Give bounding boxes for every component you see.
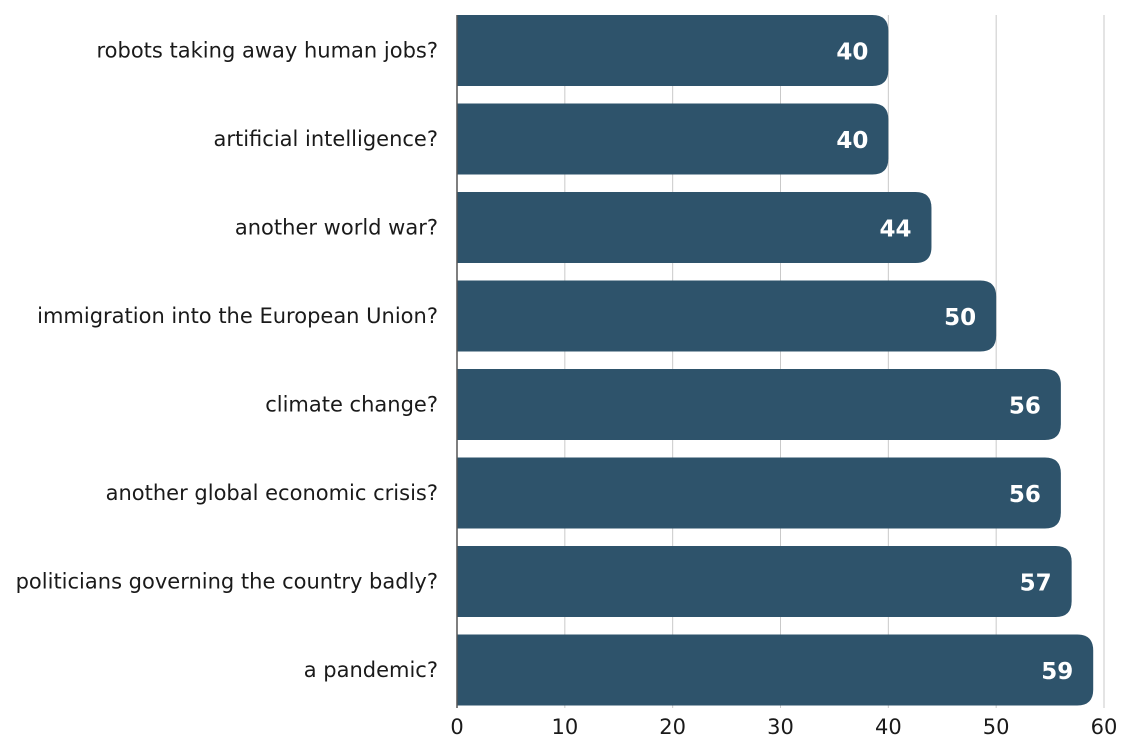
value-label: 59 bbox=[1041, 659, 1073, 685]
x-tick-label: 10 bbox=[551, 715, 578, 736]
x-tick-label: 20 bbox=[659, 715, 686, 736]
category-label: robots taking away human jobs? bbox=[96, 39, 438, 63]
x-tick-label: 0 bbox=[450, 715, 463, 736]
value-label: 44 bbox=[879, 217, 911, 243]
value-label: 56 bbox=[1009, 394, 1041, 420]
category-label: politicians governing the country badly? bbox=[16, 570, 438, 594]
x-tick-label: 60 bbox=[1091, 715, 1118, 736]
bar-2 bbox=[457, 103, 889, 175]
x-tick-label: 40 bbox=[875, 715, 902, 736]
bar-7 bbox=[457, 546, 1072, 617]
bar-3 bbox=[457, 192, 932, 263]
value-label: 50 bbox=[944, 305, 976, 331]
value-label: 57 bbox=[1020, 571, 1052, 597]
category-label: another world war? bbox=[235, 216, 438, 240]
bar-5 bbox=[457, 369, 1061, 440]
category-label: a pandemic? bbox=[304, 658, 438, 682]
value-label: 56 bbox=[1009, 482, 1041, 508]
value-label: 40 bbox=[836, 40, 868, 66]
category-label: another global economic crisis? bbox=[106, 481, 438, 505]
x-tick-label: 50 bbox=[983, 715, 1010, 736]
category-labels: robots taking away human jobs? artificial… bbox=[16, 39, 438, 683]
category-label: climate change? bbox=[265, 393, 438, 417]
bar-4 bbox=[457, 280, 997, 352]
value-label: 40 bbox=[836, 128, 868, 154]
category-label: artificial intelligence? bbox=[213, 127, 438, 151]
category-label: immigration into the European Union? bbox=[37, 304, 438, 328]
x-tick-label: 30 bbox=[767, 715, 794, 736]
bar-1 bbox=[457, 15, 889, 86]
bar-6 bbox=[457, 457, 1061, 529]
value-labels: 40 40 44 50 56 56 57 59 bbox=[836, 40, 1073, 686]
x-axis-tick-labels: 0 10 20 30 40 50 60 bbox=[450, 715, 1117, 736]
bar-8 bbox=[457, 634, 1094, 706]
bars bbox=[457, 15, 1094, 706]
